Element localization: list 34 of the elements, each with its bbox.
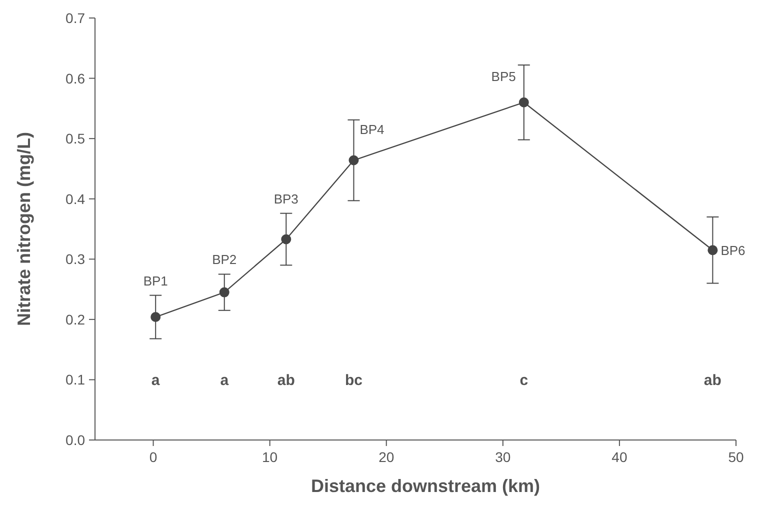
point [518, 97, 529, 108]
point [348, 155, 359, 166]
x-tick-label: 10 [262, 449, 278, 465]
y-tick-label: 0.1 [66, 372, 86, 388]
point [219, 287, 230, 298]
x-tick-label: 40 [612, 449, 628, 465]
annotation: a [220, 372, 230, 389]
annotation: BP1 [143, 273, 168, 288]
x-tick-label: 0 [149, 449, 158, 465]
point [281, 234, 292, 244]
annotation: BP3 [274, 191, 298, 206]
y-axis-title: Nitrate nitrogen (mg/L) [14, 132, 34, 326]
point [708, 245, 718, 256]
annotation: BP6 [720, 243, 746, 258]
annotation: bc [344, 372, 362, 389]
annotation: a [151, 372, 160, 389]
annotation: ab [277, 372, 295, 389]
y-tick-label: 0.0 [66, 432, 86, 448]
annotation: BP4 [360, 122, 384, 137]
point [150, 312, 161, 322]
y-tick-label: 0.2 [66, 311, 86, 328]
x-tick-label: 20 [378, 449, 394, 465]
x-axis-title: Distance downstream (km) [310, 476, 540, 496]
y-tick-label: 0.6 [66, 70, 86, 86]
y-tick-label: 0.5 [66, 130, 86, 147]
annotation: BP5 [491, 69, 516, 84]
y-tick-label: 0.7 [66, 10, 86, 26]
annotation: ab [704, 372, 722, 389]
x-tick-label: 30 [495, 449, 511, 465]
x-tick-label: 50 [728, 449, 744, 465]
annotation: BP2 [212, 252, 237, 268]
y-tick-label: 0.3 [66, 251, 86, 268]
y-tick-label: 0.4 [66, 190, 86, 207]
annotation: c [520, 372, 528, 389]
